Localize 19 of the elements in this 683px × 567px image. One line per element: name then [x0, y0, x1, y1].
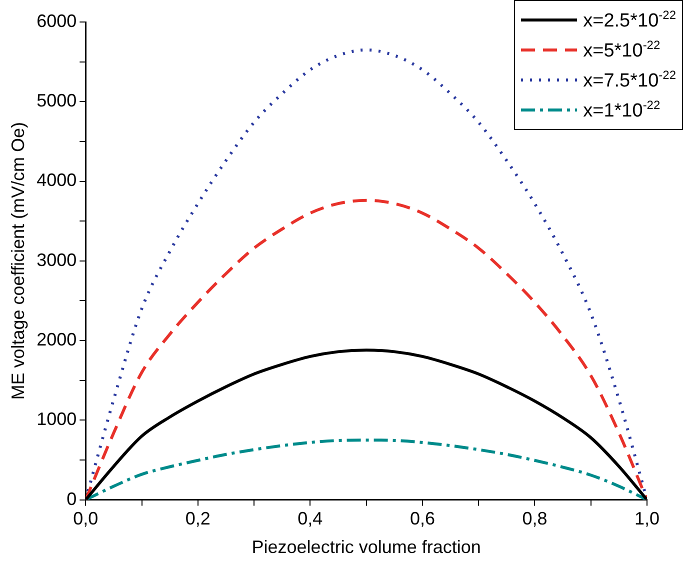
- x-tick-label: 0,0: [73, 508, 98, 529]
- y-tick-label: 0: [66, 488, 77, 509]
- legend-label: x=1*10$^{-22}$: [583, 98, 660, 122]
- x-tick-label: 0,4: [298, 508, 323, 529]
- y-tick-label: 4000: [36, 170, 77, 190]
- x-tick-label: 0,6: [410, 508, 435, 529]
- legend-label: x=2.5*10$^{-22}$: [583, 8, 676, 32]
- x-axis-title: Piezoelectric volume fraction: [252, 537, 481, 558]
- y-tick-label: 1000: [36, 409, 77, 430]
- y-tick-label: 3000: [36, 250, 77, 270]
- x-tick-label: 1,0: [634, 508, 660, 529]
- legend-label: x=7.5*10$^{-22}$: [583, 68, 676, 92]
- y-axis-title: ME voltage coefficient (mV/cm Oe): [8, 122, 28, 400]
- x-tick-label: 0,2: [185, 508, 210, 529]
- legend-label: x=5*10$^{-22}$: [583, 38, 660, 62]
- y-tick-label: 5000: [36, 90, 77, 111]
- y-tick-label: 6000: [36, 10, 77, 31]
- y-tick-label: 2000: [36, 330, 77, 350]
- x-tick-label: 0,8: [522, 508, 548, 529]
